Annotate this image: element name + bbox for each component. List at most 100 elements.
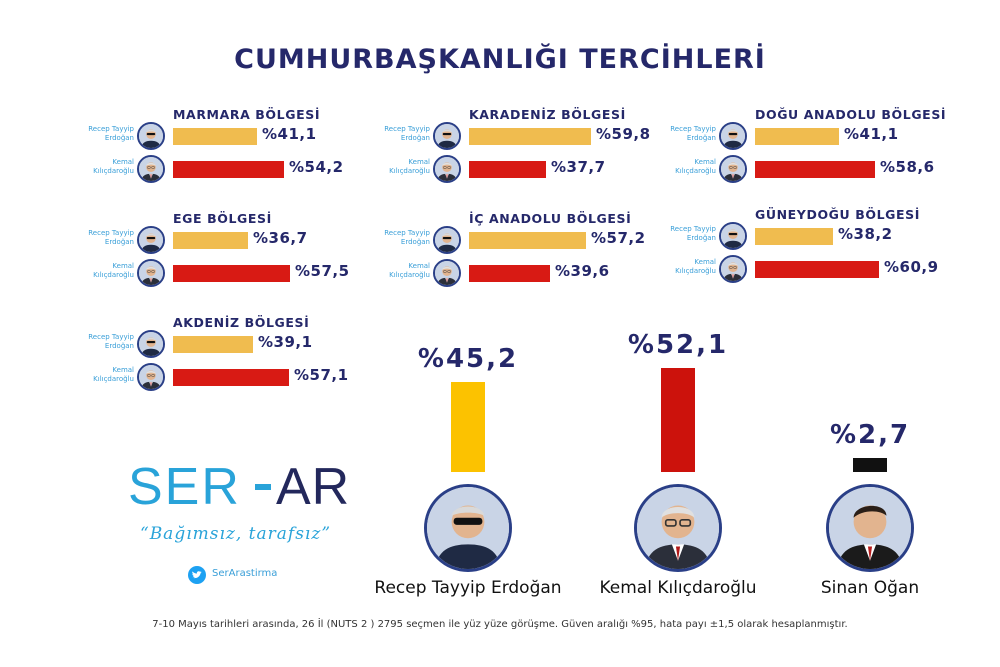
bar-kilicdaroglu — [173, 369, 289, 386]
bar-value-label: %60,9 — [884, 258, 939, 276]
avatar — [433, 259, 461, 287]
bar-value-label: %36,7 — [253, 229, 308, 247]
candidate-name: Kemal Kılıçdaroğlu — [93, 158, 134, 175]
region-row-kilicdaroglu: Kemal Kılıçdaroğlu %57,1 — [86, 363, 348, 391]
avatar — [433, 155, 461, 183]
avatar-kilicdaroglu — [634, 484, 722, 572]
region-panel: MARMARA BÖLGESİ Recep Tayyip Erdoğan %41,1… — [86, 107, 343, 187]
bar-value-label: %38,2 — [838, 225, 893, 243]
avatar — [719, 155, 747, 183]
candidate-name: Recep Tayyip Erdoğan — [88, 229, 134, 246]
candidate-name-ogan: Sinan Oğan — [820, 578, 920, 598]
twitter-handle: SerArastirma — [212, 568, 278, 579]
region-panel: DOĞU ANADOLU BÖLGESİ Recep Tayyip Erdoğan… — [668, 107, 946, 187]
region-row-erdogan: Recep Tayyip Erdoğan %41,1 — [668, 122, 908, 150]
region-row-erdogan: Recep Tayyip Erdoğan %36,7 — [86, 226, 326, 254]
twitter-icon — [188, 566, 206, 584]
candidate-name-erdogan: Recep Tayyip Erdoğan — [374, 578, 562, 598]
national-value-label: %45,2 — [417, 344, 519, 374]
bar-kilicdaroglu — [173, 161, 284, 178]
national-bar-ogan — [853, 458, 887, 472]
bar-value-label: %39,6 — [555, 262, 610, 280]
svg-text:AR: AR — [276, 458, 348, 516]
bar-value-label: %57,5 — [295, 262, 350, 280]
region-title: GÜNEYDOĞU BÖLGESİ — [755, 207, 920, 222]
region-row-erdogan: Recep Tayyip Erdoğan %59,8 — [382, 122, 650, 150]
region-panel: AKDENİZ BÖLGESİ Recep Tayyip Erdoğan %39,1… — [86, 315, 348, 395]
region-panel: EGE BÖLGESİ Recep Tayyip Erdoğan %36,7 Kema… — [86, 211, 349, 291]
ser-ar-logo: SER AR — [128, 458, 349, 518]
bar-erdogan — [173, 128, 257, 145]
bar-value-label: %59,8 — [596, 125, 651, 143]
candidate-name: Recep Tayyip Erdoğan — [670, 125, 716, 142]
avatar — [433, 122, 461, 150]
avatar — [137, 363, 165, 391]
footnote: 7-10 Mayıs tarihleri arasında, 26 İl (NU… — [152, 619, 848, 630]
bar-erdogan — [469, 232, 586, 249]
region-row-kilicdaroglu: Kemal Kılıçdaroğlu %60,9 — [668, 255, 938, 283]
bar-value-label: %37,7 — [551, 158, 606, 176]
national-value-label: %2,7 — [829, 420, 911, 450]
avatar — [137, 259, 165, 287]
avatar — [137, 122, 165, 150]
candidate-name: Recep Tayyip Erdoğan — [384, 125, 430, 142]
national-value-label: %52,1 — [627, 330, 729, 360]
region-title: KARADENİZ BÖLGESİ — [469, 107, 626, 122]
avatar — [719, 255, 747, 283]
region-row-kilicdaroglu: Kemal Kılıçdaroğlu %39,6 — [382, 259, 622, 287]
candidate-name: Kemal Kılıçdaroğlu — [389, 262, 430, 279]
candidate-name: Kemal Kılıçdaroğlu — [93, 366, 134, 383]
bar-kilicdaroglu — [469, 161, 546, 178]
bar-value-label: %41,1 — [262, 125, 317, 143]
bar-erdogan — [469, 128, 591, 145]
region-title: MARMARA BÖLGESİ — [173, 107, 321, 122]
bar-value-label: %57,2 — [591, 229, 646, 247]
bar-erdogan — [755, 128, 839, 145]
region-title: AKDENİZ BÖLGESİ — [173, 315, 310, 330]
bar-kilicdaroglu — [755, 161, 875, 178]
avatar — [137, 155, 165, 183]
avatar — [137, 330, 165, 358]
avatar — [719, 122, 747, 150]
candidate-name: Recep Tayyip Erdoğan — [88, 333, 134, 350]
avatar — [719, 222, 747, 250]
region-panel: KARADENİZ BÖLGESİ Recep Tayyip Erdoğan %59… — [382, 107, 650, 187]
candidate-name-kilicdaroglu: Kemal Kılıçdaroğlu — [599, 578, 757, 598]
candidate-name: Kemal Kılıçdaroğlu — [389, 158, 430, 175]
region-row-kilicdaroglu: Kemal Kılıçdaroğlu %37,7 — [382, 155, 622, 183]
bar-kilicdaroglu — [173, 265, 290, 282]
avatar — [137, 226, 165, 254]
svg-text:SER: SER — [128, 458, 241, 516]
national-bar-kilicdaroglu — [661, 368, 695, 472]
candidate-name: Kemal Kılıçdaroğlu — [675, 258, 716, 275]
region-title: DOĞU ANADOLU BÖLGESİ — [755, 107, 947, 122]
region-title: İÇ ANADOLU BÖLGESİ — [469, 211, 632, 226]
bar-erdogan — [173, 232, 248, 249]
region-row-kilicdaroglu: Kemal Kılıçdaroğlu %58,6 — [668, 155, 934, 183]
region-row-erdogan: Recep Tayyip Erdoğan %39,1 — [86, 330, 326, 358]
candidate-name: Recep Tayyip Erdoğan — [88, 125, 134, 142]
page-title: CUMHURBAŞKANLIĞI TERCİHLERİ — [234, 44, 766, 75]
avatar-erdogan — [424, 484, 512, 572]
avatar — [433, 226, 461, 254]
candidate-name: Kemal Kılıçdaroğlu — [675, 158, 716, 175]
candidate-name: Kemal Kılıçdaroğlu — [93, 262, 134, 279]
avatar-ogan — [826, 484, 914, 572]
region-row-kilicdaroglu: Kemal Kılıçdaroğlu %57,5 — [86, 259, 349, 287]
region-panel: İÇ ANADOLU BÖLGESİ Recep Tayyip Erdoğan %5… — [382, 211, 645, 291]
bar-erdogan — [173, 336, 253, 353]
bar-kilicdaroglu — [755, 261, 879, 278]
region-row-erdogan: Recep Tayyip Erdoğan %38,2 — [668, 222, 908, 250]
bar-value-label: %54,2 — [289, 158, 344, 176]
slogan: “Bağımsız, tarafsız” — [140, 524, 332, 544]
bar-value-label: %58,6 — [880, 158, 935, 176]
region-title: EGE BÖLGESİ — [173, 211, 272, 226]
region-row-erdogan: Recep Tayyip Erdoğan %57,2 — [382, 226, 645, 254]
bar-kilicdaroglu — [469, 265, 550, 282]
region-row-erdogan: Recep Tayyip Erdoğan %41,1 — [86, 122, 326, 150]
region-panel: GÜNEYDOĞU BÖLGESİ Recep Tayyip Erdoğan %38… — [668, 207, 938, 287]
region-row-kilicdaroglu: Kemal Kılıçdaroğlu %54,2 — [86, 155, 343, 183]
bar-value-label: %41,1 — [844, 125, 899, 143]
bar-value-label: %39,1 — [258, 333, 313, 351]
